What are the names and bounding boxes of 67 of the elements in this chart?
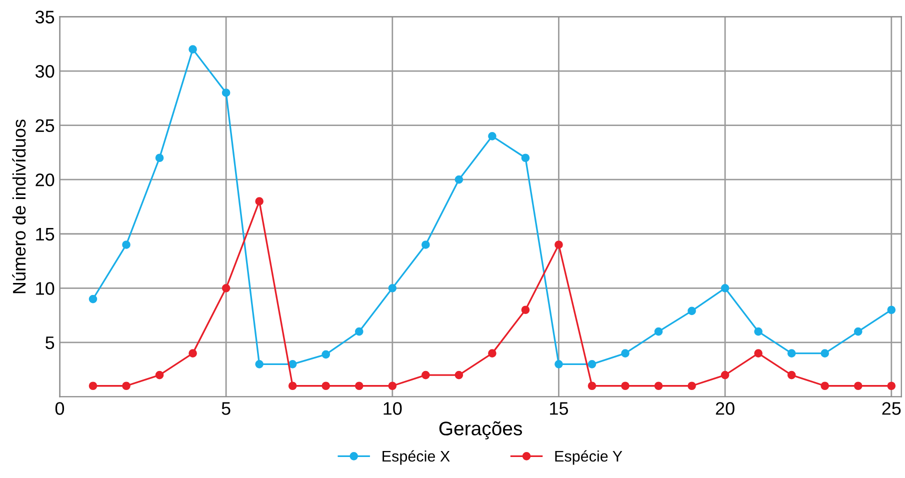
point — [288, 360, 297, 368]
point — [388, 382, 397, 390]
point — [422, 240, 430, 249]
x-tick-label: 25 — [882, 402, 901, 415]
point — [188, 45, 197, 54]
point — [288, 382, 297, 390]
point — [621, 349, 630, 358]
point — [688, 382, 696, 390]
point — [754, 327, 762, 336]
point — [454, 370, 464, 380]
point — [820, 382, 830, 390]
point — [188, 349, 197, 358]
y-tick-label: 10 — [36, 282, 54, 295]
point — [887, 382, 896, 390]
point — [488, 132, 496, 140]
point — [688, 306, 696, 316]
point — [654, 327, 663, 336]
x-tick-label: 10 — [384, 402, 402, 415]
point — [388, 284, 397, 292]
x-tick-label: 5 — [222, 402, 230, 415]
point — [255, 197, 264, 206]
point — [654, 382, 663, 390]
point — [854, 327, 862, 336]
point — [488, 349, 496, 358]
point — [155, 370, 164, 380]
point — [155, 154, 164, 162]
point — [322, 350, 330, 359]
y-tick-label: 30 — [35, 64, 54, 78]
y-tick-label: 5 — [46, 336, 54, 350]
point — [521, 306, 530, 314]
point — [754, 349, 762, 358]
point — [820, 349, 830, 358]
point — [422, 370, 430, 380]
point — [887, 306, 896, 314]
y-tick-label: 20 — [36, 174, 54, 186]
point — [521, 154, 530, 162]
x-tick-label: 15 — [550, 402, 568, 415]
point — [621, 382, 630, 390]
legend-label: Espécie X — [382, 450, 450, 465]
x-tick-label: 0 — [55, 402, 64, 415]
point — [787, 349, 796, 358]
point — [354, 382, 364, 390]
point — [122, 382, 130, 390]
y-axis-title: Número de indivíduos — [12, 120, 26, 294]
x-axis-title: Gerações — [439, 421, 522, 440]
point — [88, 382, 98, 390]
point — [122, 240, 130, 249]
legend-label: Espécie Y — [555, 450, 622, 465]
point — [554, 240, 563, 249]
x-tick-label: 20 — [716, 402, 734, 415]
point — [720, 370, 730, 380]
point — [88, 294, 98, 304]
point — [454, 175, 464, 184]
y-tick-label: 15 — [36, 228, 54, 241]
point — [354, 327, 364, 336]
point — [588, 382, 596, 390]
point — [720, 284, 730, 292]
y-tick-label: 35 — [35, 10, 54, 24]
point — [787, 370, 796, 380]
point — [222, 284, 230, 292]
point — [554, 360, 563, 368]
point — [322, 382, 330, 390]
point — [854, 382, 862, 390]
point — [255, 360, 264, 368]
point — [222, 88, 230, 97]
y-tick-label: 25 — [36, 119, 54, 132]
point — [588, 360, 596, 368]
